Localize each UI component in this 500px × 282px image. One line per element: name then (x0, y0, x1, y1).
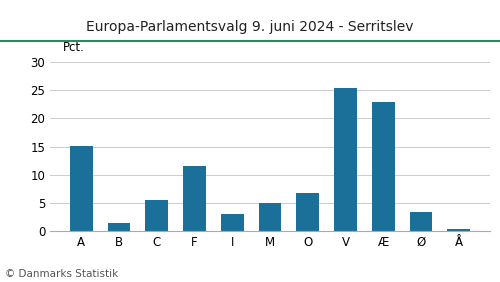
Text: © Danmarks Statistik: © Danmarks Statistik (5, 269, 118, 279)
Bar (221, 214, 244, 231)
Text: Europa-Parlamentsvalg 9. juni 2024 - Serritslev: Europa-Parlamentsvalg 9. juni 2024 - Ser… (86, 20, 414, 34)
Text: Pct.: Pct. (62, 41, 84, 54)
Bar (70, 146, 92, 231)
Bar (448, 229, 470, 231)
Bar (183, 166, 206, 231)
Bar (146, 200, 168, 231)
Bar (108, 223, 130, 231)
Bar (372, 102, 394, 231)
Bar (410, 212, 432, 231)
Bar (258, 203, 281, 231)
Bar (334, 88, 357, 231)
Bar (296, 193, 319, 231)
